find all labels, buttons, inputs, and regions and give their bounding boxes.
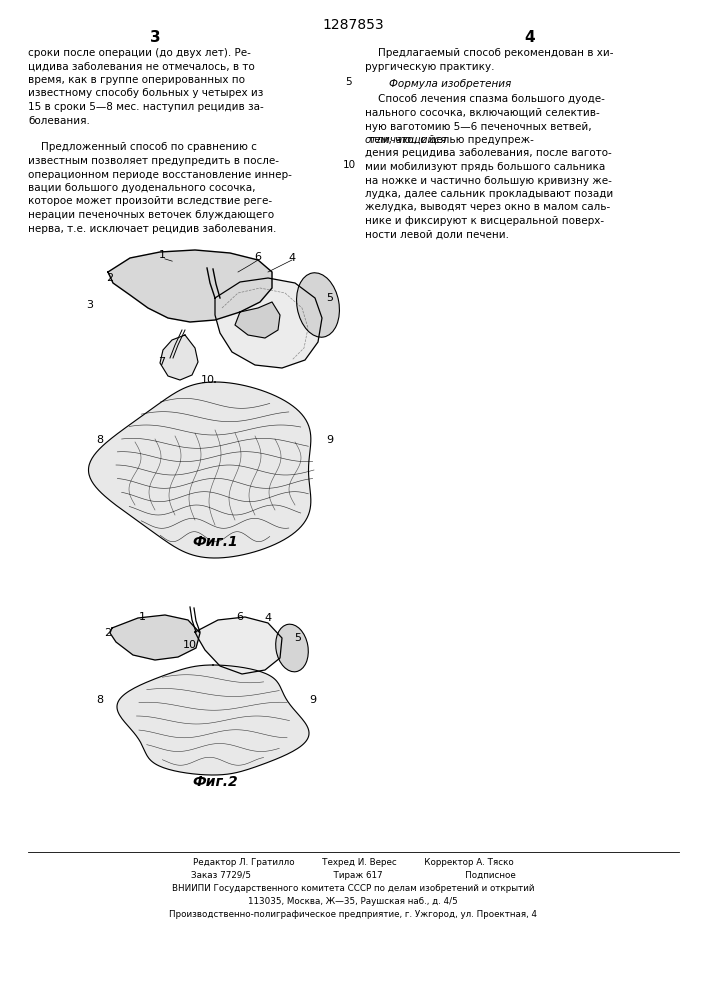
Polygon shape (235, 302, 280, 338)
Text: Заказ 7729/5                              Тираж 617                             : Заказ 7729/5 Тираж 617 (191, 871, 515, 880)
Text: 9: 9 (327, 435, 334, 445)
Text: которое может произойти вследствие реге-: которое может произойти вследствие реге- (28, 196, 272, 207)
Text: 10: 10 (342, 160, 356, 170)
Text: Производственно-полиграфическое предприятие, г. Ужгород, ул. Проектная, 4: Производственно-полиграфическое предприя… (169, 910, 537, 919)
Text: вации большого дуоденального сосочка,: вации большого дуоденального сосочка, (28, 183, 255, 193)
Polygon shape (195, 617, 282, 674)
Text: 8: 8 (96, 435, 103, 445)
Text: Способ лечения спазма большого дуоде-: Способ лечения спазма большого дуоде- (365, 95, 605, 104)
Text: 4: 4 (288, 253, 296, 263)
Text: 5: 5 (346, 77, 352, 87)
Text: 3: 3 (150, 30, 160, 45)
Polygon shape (110, 615, 200, 660)
Text: нерва, т.е. исключает рецидив заболевания.: нерва, т.е. исключает рецидив заболевани… (28, 224, 276, 233)
Text: рургическую практику.: рургическую практику. (365, 62, 494, 72)
Text: лудка, далее сальник прокладывают позади: лудка, далее сальник прокладывают позади (365, 189, 613, 199)
Text: Предложенный способ по сравнению с: Предложенный способ по сравнению с (28, 142, 257, 152)
Text: нального сосочка, включающий селектив-: нального сосочка, включающий селектив- (365, 108, 600, 118)
Text: ности левой доли печени.: ности левой доли печени. (365, 230, 509, 239)
Text: 8: 8 (96, 695, 103, 705)
Ellipse shape (276, 624, 308, 672)
Text: ВНИИПИ Государственного комитета СССР по делам изобретений и открытий: ВНИИПИ Государственного комитета СССР по… (172, 884, 534, 893)
Text: цидива заболевания не отмечалось, в то: цидива заболевания не отмечалось, в то (28, 62, 255, 72)
Polygon shape (215, 278, 322, 368)
Text: Предлагаемый способ рекомендован в хи-: Предлагаемый способ рекомендован в хи- (365, 48, 614, 58)
Text: Редактор Л. Гратилло          Техред И. Верес          Корректор А. Тяско: Редактор Л. Гратилло Техред И. Верес Кор… (192, 858, 513, 867)
Text: 5: 5 (327, 293, 334, 303)
Text: желудка, выводят через окно в малом саль-: желудка, выводят через окно в малом саль… (365, 202, 610, 213)
Text: сроки после операции (до двух лет). Ре-: сроки после операции (до двух лет). Ре- (28, 48, 251, 58)
Text: 5: 5 (295, 633, 301, 643)
Text: время, как в группе оперированных по: время, как в группе оперированных по (28, 75, 245, 85)
Text: дения рецидива заболевания, после вагото-: дения рецидива заболевания, после вагото… (365, 148, 612, 158)
Polygon shape (88, 382, 311, 558)
Text: 10: 10 (201, 375, 215, 385)
Text: 1: 1 (158, 250, 165, 260)
Text: 6: 6 (255, 252, 262, 262)
Text: 3: 3 (86, 300, 93, 310)
Polygon shape (108, 250, 272, 322)
Text: 2: 2 (107, 273, 114, 283)
Polygon shape (117, 665, 309, 775)
Text: отличающийся: отличающийся (365, 135, 448, 145)
Text: нике и фиксируют к висцеральной поверх-: нике и фиксируют к висцеральной поверх- (365, 216, 604, 226)
Text: на ножке и частично большую кривизну же-: на ножке и частично большую кривизну же- (365, 176, 612, 186)
Text: нерации печеночных веточек блуждающего: нерации печеночных веточек блуждающего (28, 210, 274, 220)
Text: Формула изобретения: Формула изобретения (389, 79, 511, 89)
Ellipse shape (296, 273, 339, 337)
Polygon shape (160, 335, 198, 380)
Text: 113035, Москва, Ж—35, Раушская наб., д. 4/5: 113035, Москва, Ж—35, Раушская наб., д. … (248, 897, 458, 906)
Text: 4: 4 (264, 613, 271, 623)
Text: 1: 1 (139, 612, 146, 622)
Text: 6: 6 (237, 612, 243, 622)
Text: ную ваготомию 5—6 печеночных ветвей,: ную ваготомию 5—6 печеночных ветвей, (365, 121, 592, 131)
Text: 2: 2 (105, 628, 112, 638)
Text: Фиг.1: Фиг.1 (192, 535, 238, 549)
Text: болевания.: болевания. (28, 115, 90, 125)
Text: 15 в сроки 5—8 мес. наступил рецидив за-: 15 в сроки 5—8 мес. наступил рецидив за- (28, 102, 264, 112)
Text: 9: 9 (310, 695, 317, 705)
Text: мии мобилизуют прядь большого сальника: мии мобилизуют прядь большого сальника (365, 162, 605, 172)
Text: 1287853: 1287853 (322, 18, 384, 32)
Text: операционном периоде восстановление иннер-: операционном периоде восстановление инне… (28, 169, 292, 180)
Text: тем, что, с целью предупреж-: тем, что, с целью предупреж- (365, 135, 534, 145)
Text: известному способу больных у четырех из: известному способу больных у четырех из (28, 89, 264, 99)
Text: 10: 10 (183, 640, 197, 650)
Text: Фиг.2: Фиг.2 (192, 775, 238, 789)
Text: 4: 4 (525, 30, 535, 45)
Text: известным позволяет предупредить в после-: известным позволяет предупредить в после… (28, 156, 279, 166)
Text: 7: 7 (158, 357, 165, 367)
